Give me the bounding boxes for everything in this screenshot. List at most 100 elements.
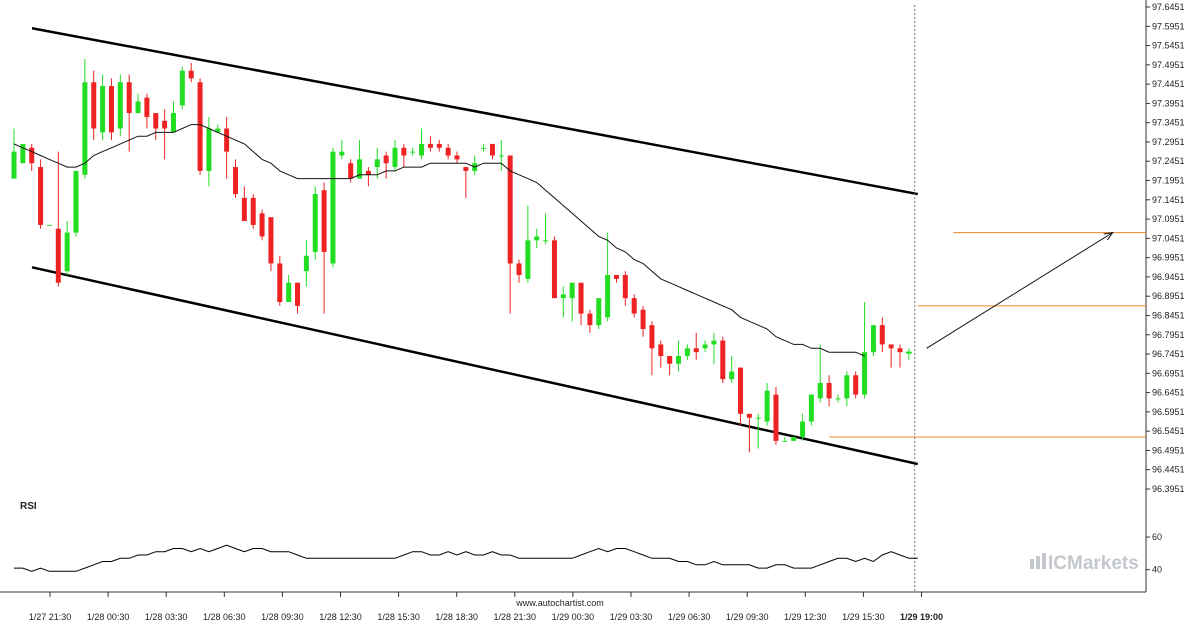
price-tick-label: 96.6451 xyxy=(1152,388,1185,398)
price-tick-label: 96.8951 xyxy=(1152,291,1185,301)
candle xyxy=(631,294,637,318)
candle-body xyxy=(401,147,407,156)
candle-body xyxy=(250,197,256,225)
candle xyxy=(560,286,566,318)
forecast-arrow xyxy=(926,231,1114,349)
time-tick-label: 1/28 15:30 xyxy=(377,612,420,622)
candle xyxy=(489,143,495,160)
candle-body xyxy=(808,394,814,422)
candle xyxy=(870,325,876,357)
forecast-arrow-head xyxy=(1103,231,1114,241)
candle-body xyxy=(153,113,159,129)
candle-body xyxy=(46,224,52,226)
candle xyxy=(764,382,770,426)
time-tick-label: 1/29 03:30 xyxy=(610,612,653,622)
candle-body xyxy=(100,86,106,133)
candle xyxy=(46,224,52,226)
rsi-panel: RSI 60 40 xyxy=(14,501,1162,575)
candle xyxy=(826,375,832,407)
price-tick-label: 97.5451 xyxy=(1152,41,1185,51)
candle-body xyxy=(339,151,345,156)
rsi-tick-label: 60 xyxy=(1152,532,1162,542)
candle xyxy=(419,128,425,160)
candle xyxy=(676,340,681,372)
candle xyxy=(82,59,88,179)
candle xyxy=(64,221,70,276)
candle xyxy=(800,413,806,441)
candle xyxy=(295,282,301,314)
price-tick-label: 96.8451 xyxy=(1152,310,1185,320)
time-tick-label: 1/29 09:30 xyxy=(726,612,769,622)
candle xyxy=(507,155,513,314)
horizontal-levels xyxy=(829,232,1146,438)
candle-body xyxy=(578,282,584,314)
candle-body xyxy=(658,344,664,357)
candle xyxy=(817,344,823,403)
channel-lower-line xyxy=(31,266,918,466)
candle xyxy=(879,317,885,353)
candle xyxy=(498,140,504,171)
candle xyxy=(91,70,97,141)
candle xyxy=(667,356,673,376)
candle-body xyxy=(436,143,442,148)
candle-body xyxy=(419,143,425,156)
candle-body xyxy=(862,352,868,395)
candle xyxy=(605,232,611,322)
candle-body xyxy=(879,325,885,345)
candle-body xyxy=(170,113,176,133)
candle xyxy=(339,140,345,160)
candle xyxy=(844,371,850,407)
candle xyxy=(286,275,292,303)
candle xyxy=(543,213,549,245)
candle xyxy=(853,371,859,399)
price-tick-label: 96.9951 xyxy=(1152,253,1185,263)
candle xyxy=(135,93,141,114)
brand-bars-icon xyxy=(1030,553,1046,569)
candle xyxy=(835,394,841,403)
candle xyxy=(773,386,779,445)
time-tick-label: 1/28 12:30 xyxy=(319,612,362,622)
price-tick-label: 97.1951 xyxy=(1152,176,1185,186)
candle xyxy=(29,143,35,171)
price-tick-label: 97.3451 xyxy=(1152,118,1185,128)
candle xyxy=(481,143,487,152)
price-tick-label: 97.4451 xyxy=(1152,79,1185,89)
candle-body xyxy=(277,263,283,303)
candle-body xyxy=(445,147,451,156)
candle-body xyxy=(374,159,380,168)
rsi-label: RSI xyxy=(20,501,37,512)
candle xyxy=(162,109,168,160)
candle xyxy=(463,167,469,198)
candle xyxy=(578,282,584,326)
time-tick-label: 1/27 21:30 xyxy=(29,612,72,622)
candle-body xyxy=(135,101,141,114)
price-tick-label: 97.2451 xyxy=(1152,156,1185,166)
candle-body xyxy=(764,390,770,422)
candle-body xyxy=(720,340,726,380)
price-tick-label: 97.0451 xyxy=(1152,233,1185,243)
candle-body xyxy=(684,348,690,357)
candle-body xyxy=(303,255,309,272)
time-axis: 1/27 21:30 1/28 00:30 1/28 03:30 1/28 06:30… xyxy=(29,592,943,622)
candle-body xyxy=(410,151,416,153)
candle-body xyxy=(215,128,221,133)
candle-body xyxy=(206,128,212,171)
candle-body xyxy=(817,382,823,399)
candle-body xyxy=(534,236,540,241)
price-tick-label: 97.2951 xyxy=(1152,137,1185,147)
candle-body xyxy=(640,309,646,330)
candle-body xyxy=(330,151,336,264)
candle-body xyxy=(11,151,17,179)
brand-name: ICMarkets xyxy=(1048,553,1139,574)
candle-body xyxy=(241,197,247,222)
candle-body xyxy=(188,70,194,79)
candle xyxy=(587,309,593,333)
moving-average-line xyxy=(13,124,865,357)
candle xyxy=(516,259,522,283)
candle xyxy=(888,344,894,368)
price-tick-label: 96.7951 xyxy=(1152,330,1185,340)
candle-body xyxy=(569,282,575,299)
candle-body xyxy=(392,147,398,168)
candle xyxy=(179,66,185,110)
